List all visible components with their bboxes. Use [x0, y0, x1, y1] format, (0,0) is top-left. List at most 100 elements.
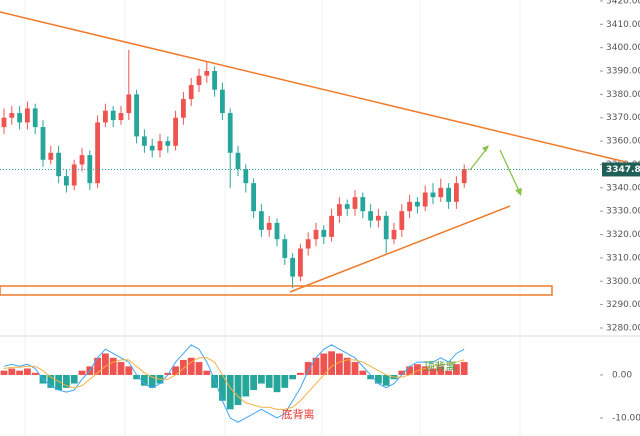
candle-body: [407, 201, 412, 212]
macd-bar: [125, 366, 133, 375]
candle-body: [126, 94, 132, 114]
macd-bar: [141, 374, 148, 386]
macd-bar: [336, 353, 343, 375]
y-tick-label: 0.00: [612, 370, 632, 380]
candle-body: [110, 110, 116, 121]
macd-bar: [203, 370, 211, 375]
support-zone: [0, 285, 553, 296]
candle-body: [446, 187, 451, 202]
candle-body: [376, 215, 381, 221]
candle-body: [103, 110, 108, 123]
candle-body: [157, 141, 163, 151]
last-price-box: [602, 162, 640, 177]
candle-body: [352, 197, 358, 209]
candle-body: [142, 136, 147, 146]
macd-bar: [226, 374, 234, 410]
candle-body: [399, 211, 405, 230]
candle-body: [17, 113, 22, 123]
macd-bar: [94, 357, 101, 375]
arrow-head: [515, 188, 522, 196]
candle-body: [274, 222, 280, 240]
candle-body: [321, 229, 327, 237]
macd-bar: [328, 351, 335, 375]
y-tick-label: 3290.00: [606, 300, 640, 310]
macd-bar: [242, 374, 250, 397]
macd-bar: [0, 370, 8, 375]
y-tick-label: 3380.00: [606, 90, 640, 100]
candle-body: [227, 113, 233, 153]
macd-bar: [351, 362, 359, 375]
y-tick-label: -10.00: [612, 413, 640, 423]
candle-body: [383, 215, 389, 240]
annotation: 顶背离: [424, 359, 457, 373]
candle-body: [235, 152, 241, 170]
candle-body: [204, 71, 210, 76]
macd-bar: [133, 374, 140, 380]
macd-bar: [211, 374, 218, 388]
candle-body: [415, 201, 420, 207]
macd-bar: [164, 372, 172, 375]
macd-bar: [406, 366, 413, 375]
candle-body: [430, 192, 436, 198]
macd-bar: [117, 362, 125, 375]
y-tick-label: 3280.00: [606, 323, 640, 333]
candle-body: [220, 89, 225, 114]
candle-body: [438, 187, 444, 198]
macd-bar: [421, 366, 429, 375]
candle-body: [212, 71, 217, 90]
candle-body: [422, 192, 428, 207]
macd-bar: [453, 364, 460, 375]
macd-bar: [16, 370, 23, 375]
macd-bar: [234, 374, 242, 406]
candle-body: [71, 164, 77, 186]
macd-bar: [102, 353, 109, 375]
candle-body: [9, 113, 15, 118]
candle-body: [56, 152, 61, 177]
macd-bar: [429, 368, 437, 375]
macd-bar: [70, 374, 78, 384]
resistance-line: [0, 11, 627, 163]
macd-dea-line: [3, 357, 465, 410]
candle-body: [266, 222, 272, 230]
y-tick-label: 3310.00: [606, 253, 640, 263]
macd-bar: [265, 374, 273, 388]
v-grid: [24, 0, 521, 436]
candle-body: [454, 183, 459, 202]
candle-body: [134, 94, 139, 137]
macd-bar: [55, 374, 62, 391]
macd-bar: [414, 364, 421, 375]
candle-body: [305, 239, 311, 249]
macd-bar: [273, 374, 281, 393]
y-tick-label: 3370.00: [606, 113, 640, 123]
annotation: 底背离: [282, 407, 315, 421]
candle-body: [188, 85, 194, 100]
macd-bar: [343, 357, 351, 375]
candle-body: [87, 155, 93, 184]
last-price-label: 3347.87: [606, 165, 640, 175]
candle-body: [251, 183, 256, 212]
macd-bar: [375, 374, 382, 384]
candle-body: [329, 215, 334, 237]
candle-body: [165, 141, 171, 146]
drawings: [0, 11, 627, 296]
candle-body: [196, 75, 202, 86]
macd-bar: [312, 357, 320, 375]
candle-body: [259, 211, 264, 230]
macd-bar: [219, 374, 226, 401]
candle-body: [173, 117, 178, 146]
candle-body: [461, 169, 467, 184]
macd-bar: [109, 357, 117, 375]
macd-bar: [148, 374, 156, 388]
macd-bar: [24, 368, 31, 375]
macd-bar: [304, 362, 312, 375]
y-tick-label: 3320.00: [606, 230, 640, 240]
y-tick-label: 3410.00: [606, 20, 640, 30]
macd-bar: [320, 353, 328, 375]
macd-bar: [187, 357, 195, 375]
macd-bar: [398, 370, 406, 375]
candle-body: [181, 99, 186, 118]
macd-bar: [281, 374, 289, 388]
macd-bar: [382, 374, 390, 386]
y-tick-label: 3390.00: [606, 67, 640, 77]
